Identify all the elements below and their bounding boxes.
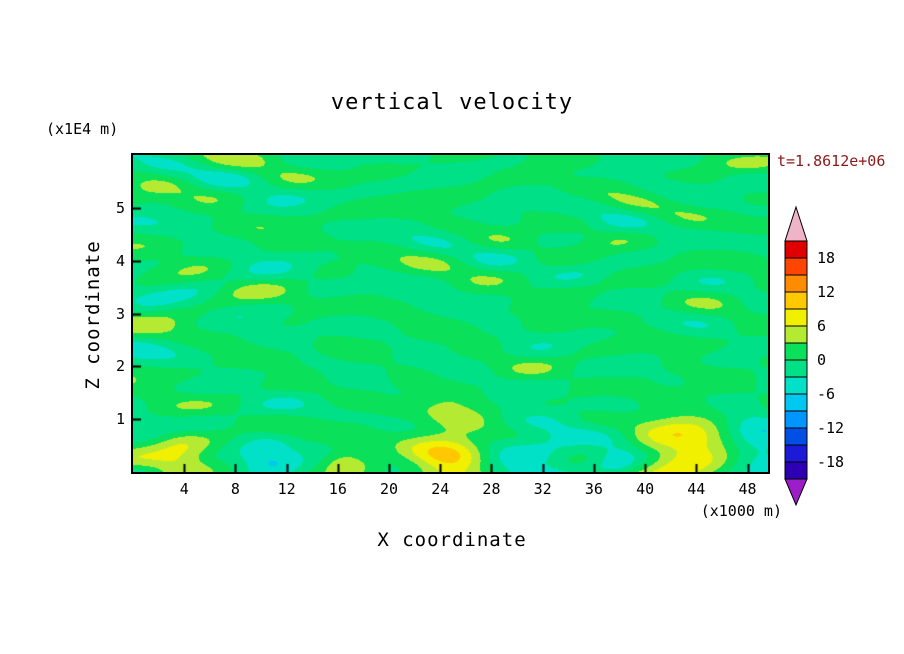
- y-axis-label: Z coordinate: [82, 240, 104, 390]
- time-annotation: t=1.8612e+06: [777, 152, 886, 170]
- x-tick-label: 8: [230, 480, 240, 498]
- colorbar-tick-label: -6: [817, 385, 836, 403]
- x-tick-label: 48: [738, 480, 757, 498]
- colorbar-tick-label: 0: [817, 351, 827, 369]
- y-tick-label: 5: [115, 198, 125, 217]
- colorbar-tick-label: 6: [817, 317, 827, 335]
- x-tick-label: 28: [482, 480, 501, 498]
- chart-title: vertical velocity: [330, 90, 574, 115]
- x-tick-label: 32: [533, 480, 552, 498]
- contour-field-canvas: [133, 155, 768, 472]
- x-axis-label: X coordinate: [377, 529, 527, 551]
- y-axis-unit-label: (x1E4 m): [46, 120, 119, 138]
- x-axis-unit-label: (x1000 m): [700, 502, 782, 520]
- colorbar-tick-label: 12: [817, 283, 836, 301]
- colorbar-tick-label: 18: [817, 249, 836, 267]
- x-tick-label: 16: [328, 480, 347, 498]
- x-tick-label: 12: [277, 480, 296, 498]
- x-tick-label: 40: [636, 480, 655, 498]
- colorbar-tick-label: -12: [817, 419, 845, 437]
- colorbar-tick-label: -18: [817, 453, 845, 471]
- x-tick-label: 20: [380, 480, 399, 498]
- x-tick-label: 24: [431, 480, 450, 498]
- plot-area: [131, 153, 770, 474]
- y-tick-label: 1: [115, 410, 125, 429]
- colorbar: [779, 205, 813, 507]
- colorbar-svg: [784, 205, 808, 507]
- x-tick-label: 44: [687, 480, 706, 498]
- x-tick-label: 4: [179, 480, 189, 498]
- x-tick-label: 36: [584, 480, 603, 498]
